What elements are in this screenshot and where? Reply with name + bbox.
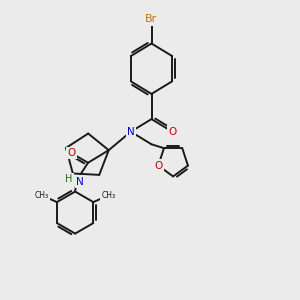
Text: O: O bbox=[168, 127, 176, 137]
Text: O: O bbox=[154, 160, 162, 171]
Text: N: N bbox=[76, 177, 83, 187]
Text: Br: Br bbox=[146, 14, 158, 25]
Text: H: H bbox=[65, 174, 73, 184]
Text: CH₃: CH₃ bbox=[101, 191, 116, 200]
Text: O: O bbox=[68, 148, 76, 158]
Text: CH₃: CH₃ bbox=[35, 191, 49, 200]
Text: N: N bbox=[127, 127, 135, 137]
